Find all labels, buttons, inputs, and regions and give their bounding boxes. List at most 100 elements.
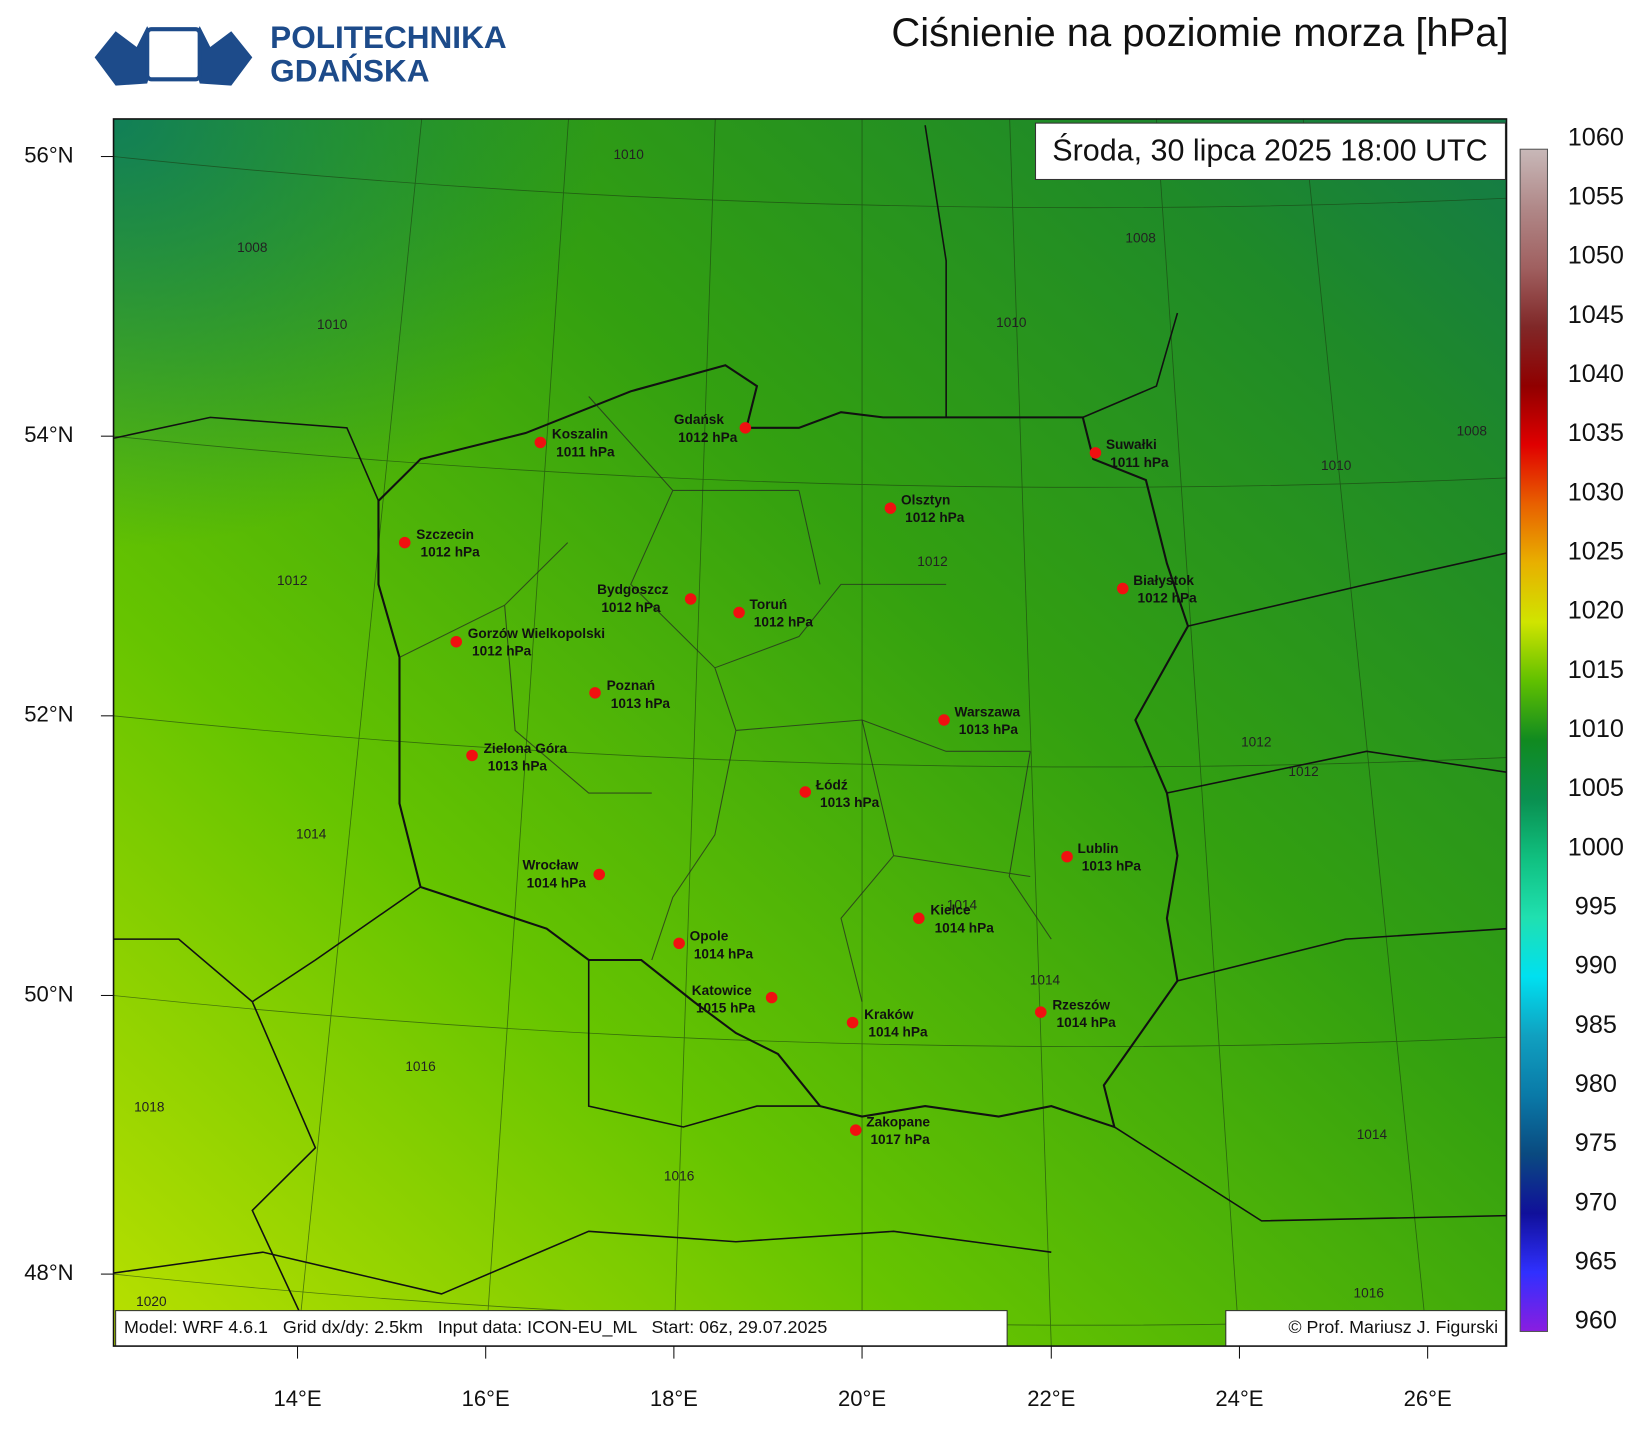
city-pressure: 1012 hPa [472, 644, 532, 659]
contour-label: 1010 [317, 317, 348, 332]
city-dot [450, 636, 463, 648]
contour-labels: 1010 1008 1008 1010 1010 1008 1010 1012 1012 1012… [134, 147, 1487, 1309]
lat-line [113, 156, 1507, 209]
colorbar-label: 975 [1575, 1129, 1617, 1157]
colorbar-label: 1020 [1568, 597, 1624, 625]
lat-label: 48°N [24, 1260, 73, 1285]
colorbar [1519, 148, 1549, 1332]
colorbar-label: 1010 [1568, 715, 1624, 743]
colorbar-label: 1015 [1568, 656, 1624, 684]
colorbar-label: 1005 [1568, 774, 1624, 802]
lon-line [1009, 118, 1052, 1347]
city-name: Rzeszów [1052, 998, 1110, 1013]
contour-label: 1010 [1321, 458, 1352, 473]
city-dot [593, 868, 606, 881]
city-pressure: 1017 hPa [870, 1132, 930, 1147]
lon-line [485, 118, 569, 1347]
contour-label: 1012 [1241, 735, 1271, 750]
city-name: Suwałki [1106, 437, 1157, 452]
colorbar-label: 970 [1575, 1188, 1617, 1216]
colorbar-label: 1000 [1568, 833, 1624, 861]
city-pressure: 1012 hPa [905, 510, 965, 525]
colorbar-label: 1055 [1568, 183, 1624, 211]
contour-label: 1014 [296, 826, 327, 841]
city-name: Wrocław [522, 858, 578, 873]
city-pressure: 1013 hPa [820, 795, 880, 810]
city-pressure: 1014 hPa [868, 1025, 928, 1040]
city-dot [739, 422, 752, 434]
city-name: Poznań [607, 678, 656, 693]
lat-line [113, 715, 1507, 768]
colorbar-label: 1035 [1568, 419, 1624, 447]
city-pressure: 1014 hPa [694, 946, 754, 961]
city-pressure: 1012 hPa [678, 430, 738, 445]
contour-label: 1012 [277, 573, 307, 588]
map-frame [112, 118, 1508, 1347]
city-name: Warszawa [955, 704, 1021, 719]
footer-box [115, 1310, 1008, 1347]
lon-label: 14°E [273, 1386, 321, 1411]
city-pressure: 1011 hPa [1110, 455, 1169, 470]
lon-line [297, 118, 423, 1347]
city-name: Katowice [692, 983, 752, 998]
country-border [113, 125, 1507, 1347]
city-name: Kraków [864, 1007, 914, 1022]
colorbar-label: 1040 [1568, 360, 1624, 388]
contour-label: 1018 [134, 1100, 164, 1115]
colorbar-label: 995 [1575, 893, 1617, 921]
lat-label: 56°N [24, 142, 73, 167]
map-area: 1010 1008 1008 1010 1010 1008 1010 1012 1012 1012… [113, 118, 1507, 1347]
city-pressure: 1012 hPa [601, 600, 661, 615]
city-pressure: 1012 hPa [1137, 591, 1197, 606]
region-border [399, 396, 1052, 1002]
city-dot [799, 786, 812, 798]
city-pressure: 1012 hPa [754, 615, 814, 630]
colorbar-label: 985 [1575, 1011, 1617, 1039]
city-name: Koszalin [552, 427, 608, 442]
valid-time: Środa, 30 lipca 2025 18:00 UTC [1052, 133, 1487, 167]
city-name: Zielona Góra [484, 741, 568, 756]
logo-griffin [94, 26, 158, 86]
city-dot [534, 436, 547, 449]
city-dot [1116, 582, 1129, 595]
colorbar-label: 1060 [1568, 123, 1624, 151]
city-name: Toruń [750, 597, 788, 612]
city-dot [1034, 1006, 1047, 1018]
pressure-field [113, 118, 1507, 1347]
contour-label: 1010 [613, 147, 644, 162]
city-dot [589, 687, 601, 699]
city-dot [913, 912, 925, 924]
cities: Koszalin 1011 hPa Gdańsk 1012 hPa Suwałki 101… [398, 412, 1197, 1147]
contour-label: 1016 [405, 1059, 435, 1074]
lon-label: 16°E [462, 1386, 510, 1411]
city-pressure: 1014 hPa [527, 875, 587, 890]
lon-label: 26°E [1404, 1386, 1452, 1411]
contour-label: 1012 [1288, 764, 1318, 779]
city-pressure: 1013 hPa [488, 759, 548, 774]
logo-text: GDAŃSKA [270, 53, 429, 88]
city-pressure: 1015 hPa [696, 1001, 756, 1016]
colorbar-label: 980 [1575, 1070, 1617, 1098]
city-dot [765, 991, 778, 1004]
logo-griffin [189, 26, 253, 86]
footer-credit: © Prof. Mariusz J. Figurski [1288, 1317, 1498, 1337]
city-dot [733, 606, 745, 619]
contour-label: 1020 [136, 1294, 167, 1309]
contour-label: 1010 [996, 315, 1027, 330]
contour-label: 1008 [237, 240, 267, 255]
city-pressure: 1013 hPa [611, 696, 671, 711]
lon-label: 24°E [1215, 1386, 1263, 1411]
city-name: Kielce [930, 903, 971, 918]
colorbar-label: 960 [1575, 1307, 1617, 1335]
city-dot [849, 1124, 862, 1136]
contour-label: 1014 [947, 897, 978, 912]
time-box [1034, 122, 1506, 180]
colorbar-ticks: 960 965 970 975 980 985 990 995 1000 1005 1010 1015… [1568, 123, 1624, 1334]
city-dot [466, 749, 478, 762]
contour-label: 1008 [1125, 231, 1155, 246]
contour-label: 1016 [664, 1169, 694, 1184]
title: Ciśnienie na poziomie morza [hPa] [891, 11, 1508, 55]
contour-label: 1014 [1030, 972, 1061, 987]
city-pressure: 1014 hPa [935, 920, 995, 935]
